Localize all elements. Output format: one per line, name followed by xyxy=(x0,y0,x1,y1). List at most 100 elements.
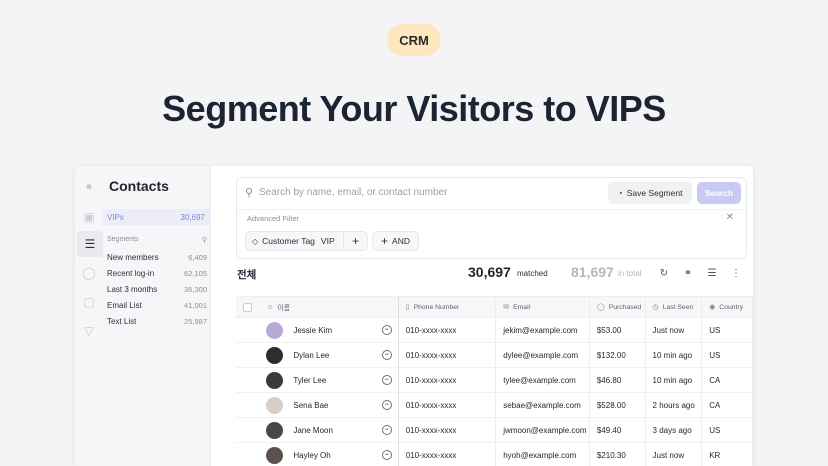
row-checkbox-cell xyxy=(236,418,259,442)
settings-sliders-icon[interactable]: ☰ xyxy=(707,267,717,279)
segment-label: Email List xyxy=(107,300,142,310)
cell-email: jekim@example.com xyxy=(496,318,590,342)
filter-chip[interactable]: ◇ Customer Tag VIP + xyxy=(245,231,368,251)
list-icon[interactable]: ☰ xyxy=(77,231,103,257)
segments-label: Segments xyxy=(107,236,139,243)
contacts-icon[interactable]: ● xyxy=(85,179,93,193)
search-icon: ⚲ xyxy=(245,187,254,199)
cell-last-seen: 2 hours ago xyxy=(646,393,703,417)
header-phone[interactable]: ▯ Phone Number xyxy=(399,297,497,317)
cell-name[interactable]: Tyler Lee •• xyxy=(259,368,399,392)
cell-last-seen: Just now xyxy=(646,318,703,342)
chat-icon[interactable]: •• xyxy=(381,400,392,410)
cell-name[interactable]: Jessie Kim •• xyxy=(259,318,399,342)
filter-divider xyxy=(237,209,746,210)
search-input[interactable] xyxy=(259,184,599,200)
header-name[interactable]: ☺ 이름 xyxy=(259,297,399,317)
sidebar-item-segment[interactable]: New members 6,409 xyxy=(107,249,207,265)
chip-value: VIP xyxy=(320,236,335,246)
chat-icon[interactable]: •• xyxy=(381,425,392,435)
last-seen-value: 10 min ago xyxy=(652,375,693,385)
inbox-icon[interactable]: ▣ xyxy=(83,210,95,224)
table-row[interactable]: Jessie Kim •• 010-xxxx-xxxx jekim@example.c… xyxy=(236,318,753,343)
cell-phone: 010-xxxx-xxxx xyxy=(399,343,497,367)
chat-icon[interactable]: •• xyxy=(381,350,392,360)
and-button[interactable]: + AND xyxy=(372,231,419,251)
country-value: US xyxy=(709,325,721,335)
cell-country: KR xyxy=(702,443,753,466)
phone-value: 010-xxxx-xxxx xyxy=(405,425,457,435)
vip-count: 30,697 xyxy=(180,212,205,222)
table-row[interactable]: Sena Bae •• 010-xxxx-xxxx sebae@example.com… xyxy=(236,393,753,418)
contacts-sidebar: Contacts VIPs 30,697 Segments ⚲ New memb… xyxy=(103,166,211,466)
cell-purchased: $53.00 xyxy=(590,318,646,342)
segment-label: Last 3 months xyxy=(107,284,158,294)
table-row[interactable]: Dylan Lee •• 010-xxxx-xxxx dylee@example.co… xyxy=(236,343,753,368)
sidebar-item-segment[interactable]: Last 3 months 36,300 xyxy=(107,281,207,297)
briefcase-icon[interactable]: ▢ xyxy=(83,295,95,309)
phone-icon: ▯ xyxy=(405,304,410,311)
chat-bubble-icon[interactable]: ◯ xyxy=(82,266,96,280)
header-country-label: Country xyxy=(719,303,744,311)
contact-name: Sena Bae xyxy=(293,400,329,410)
sidebar-title: Contacts xyxy=(109,178,169,194)
header-last-seen[interactable]: ◷ Last Seen xyxy=(646,297,703,317)
funnel-icon[interactable]: ▽ xyxy=(84,324,94,338)
segment-count: 41,001 xyxy=(184,300,207,310)
more-options-icon[interactable]: ⋮ xyxy=(731,267,741,279)
row-checkbox-cell xyxy=(236,368,259,392)
phone-value: 010-xxxx-xxxx xyxy=(405,450,457,460)
select-all-checkbox[interactable] xyxy=(243,302,253,312)
cell-last-seen: 10 min ago xyxy=(646,343,703,367)
sidebar-item-vips[interactable]: VIPs 30,697 xyxy=(103,209,211,225)
sidebar-item-segment[interactable]: Email List 41,001 xyxy=(107,297,207,313)
link-icon[interactable]: ⚭ xyxy=(683,267,693,279)
email-value: dylee@example.com xyxy=(503,350,579,360)
chat-icon[interactable]: •• xyxy=(381,375,392,385)
results-summary: 전체 30,697 matched 81,697 in total ↻ ⚭ ☰ … xyxy=(236,264,747,284)
cell-name[interactable]: Jane Moon •• xyxy=(259,418,399,442)
sidebar-item-segment[interactable]: Recent log-in 62,105 xyxy=(107,265,207,281)
country-value: CA xyxy=(709,400,721,410)
search-filter-box: ⚲ ◔ Save Segment Search Advanced Filter … xyxy=(236,177,747,259)
cell-country: US xyxy=(702,318,753,342)
cell-purchased: $528.00 xyxy=(590,393,646,417)
add-value-icon[interactable]: + xyxy=(343,232,367,250)
header-country[interactable]: ◉ Country xyxy=(702,297,753,317)
advanced-filter-label: Advanced Filter xyxy=(247,214,300,223)
matched-count: 30,697 xyxy=(468,264,511,280)
chat-icon[interactable]: •• xyxy=(381,450,392,460)
purchased-value: $53.00 xyxy=(596,325,622,335)
segment-label: Text List xyxy=(107,316,137,326)
chat-icon[interactable]: •• xyxy=(381,325,392,335)
refresh-icon[interactable]: ↻ xyxy=(659,267,669,279)
email-value: jekim@example.com xyxy=(503,325,578,335)
close-icon[interactable]: ✕ xyxy=(725,212,734,223)
save-segment-button[interactable]: ◔ Save Segment xyxy=(608,182,692,204)
cell-purchased: $46.80 xyxy=(590,368,646,392)
cell-name[interactable]: Hayley Oh •• xyxy=(259,443,399,466)
country-value: KR xyxy=(709,450,721,460)
header-purchased[interactable]: ◯ Purchased xyxy=(590,297,646,317)
header-checkbox-cell xyxy=(236,297,259,317)
segment-search-icon[interactable]: ⚲ xyxy=(201,237,207,244)
cell-name[interactable]: Dylan Lee •• xyxy=(259,343,399,367)
table-row[interactable]: Tyler Lee •• 010-xxxx-xxxx tylee@example.co… xyxy=(236,368,753,393)
search-button[interactable]: Search xyxy=(697,182,741,204)
last-seen-value: 10 min ago xyxy=(652,350,693,360)
cell-name[interactable]: Sena Bae •• xyxy=(259,393,399,417)
last-seen-value: Just now xyxy=(652,450,685,460)
segment-count: 6,409 xyxy=(188,252,207,262)
cell-email: jwmoon@example.com xyxy=(496,418,590,442)
table-row[interactable]: Hayley Oh •• 010-xxxx-xxxx hyoh@example.com… xyxy=(236,443,753,466)
header-last-seen-label: Last Seen xyxy=(662,303,694,311)
cell-last-seen: Just now xyxy=(646,443,703,466)
purchased-value: $528.00 xyxy=(596,400,626,410)
purchased-value: $210.30 xyxy=(596,450,626,460)
sidebar-item-segment[interactable]: Text List 25,987 xyxy=(107,313,207,329)
tag-icon: ◇ xyxy=(252,236,259,246)
table-row[interactable]: Jane Moon •• 010-xxxx-xxxx jwmoon@example.c… xyxy=(236,418,753,443)
icon-rail: ● ▣ ☰ ◯ ▢ ▽ xyxy=(75,166,103,466)
email-value: jwmoon@example.com xyxy=(503,425,587,435)
header-email[interactable]: ✉ Email xyxy=(496,297,590,317)
